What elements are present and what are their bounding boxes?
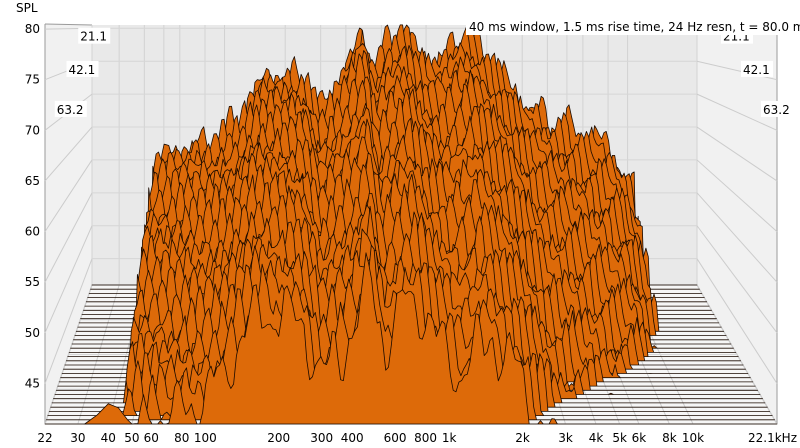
x-tick-label: 8k bbox=[662, 431, 677, 445]
time-label: 21.1 bbox=[80, 30, 107, 44]
right-wall bbox=[697, 24, 777, 424]
x-tick-label: 300 bbox=[310, 431, 333, 445]
analysis-info-box: 40 ms window, 1.5 ms rise time, 24 Hz re… bbox=[466, 19, 800, 35]
waterfall-slices bbox=[44, 24, 778, 425]
right-wall-grid-line bbox=[696, 126, 778, 182]
left-wall-grid-line bbox=[44, 225, 93, 334]
y-tick-label: 55 bbox=[25, 275, 40, 289]
time-label: 63.2 bbox=[57, 103, 84, 117]
time-axis-labels: 21.1 21.142.1 42.163.2 63.2 bbox=[54, 27, 793, 117]
time-label: 42.1 bbox=[69, 63, 96, 77]
x-tick-label: 2k bbox=[515, 431, 530, 445]
time-label: 42.1 bbox=[743, 63, 770, 77]
time-label-box bbox=[78, 27, 111, 44]
right-wall-grid-line bbox=[696, 258, 778, 384]
x-tick-label: 80 bbox=[174, 431, 189, 445]
x-tick-label: 6k bbox=[632, 431, 647, 445]
time-label-box bbox=[66, 60, 99, 77]
x-tick-label: 3k bbox=[558, 431, 573, 445]
left-wall bbox=[45, 24, 92, 424]
x-tick-label: 5k bbox=[612, 431, 627, 445]
x-tick-label: 40 bbox=[101, 431, 116, 445]
right-wall-grid-line bbox=[696, 192, 778, 283]
y-tick-label: 70 bbox=[25, 123, 40, 137]
x-tick-label: 22.1kHz bbox=[748, 431, 797, 445]
x-tick-label: 100 bbox=[194, 431, 217, 445]
y-tick-label: 60 bbox=[25, 225, 40, 239]
right-wall-grid-line bbox=[696, 159, 778, 232]
x-tick-label: 22 bbox=[37, 431, 52, 445]
x-tick-label: 50 bbox=[124, 431, 139, 445]
time-label-box bbox=[761, 100, 793, 117]
time-label-box bbox=[741, 60, 773, 77]
frame-edge bbox=[44, 23, 93, 26]
x-tick-label: 200 bbox=[267, 431, 290, 445]
y-tick-label: 65 bbox=[25, 174, 40, 188]
time-label-box bbox=[54, 100, 87, 117]
x-tick-label: 400 bbox=[341, 431, 364, 445]
y-tick-label: 80 bbox=[25, 22, 40, 36]
y-tick-label: 75 bbox=[25, 73, 40, 87]
x-tick-label: 10k bbox=[682, 431, 704, 445]
front-slice bbox=[83, 403, 133, 425]
x-tick-label: 800 bbox=[414, 431, 437, 445]
left-wall-grid-line bbox=[44, 126, 93, 182]
x-tick-label: 600 bbox=[384, 431, 407, 445]
y-tick-label: 45 bbox=[25, 376, 40, 390]
x-tick-label: 4k bbox=[589, 431, 604, 445]
left-wall-grid-line bbox=[44, 192, 93, 283]
right-wall-grid-line bbox=[696, 93, 778, 131]
waterfall-slice bbox=[44, 252, 778, 425]
x-tick-label: 1k bbox=[442, 431, 457, 445]
y-tick-label: 50 bbox=[25, 326, 40, 340]
x-tick-label: 60 bbox=[144, 431, 159, 445]
time-label: 63.2 bbox=[763, 103, 790, 117]
left-wall-grid-line bbox=[44, 159, 93, 232]
x-axis-ticks: 22 30 40 50 60 80 100 200 300 400 600 800 1k 2k 3k 4k 5k… bbox=[37, 431, 797, 445]
right-wall-grid-line bbox=[696, 225, 778, 334]
left-wall-grid-line bbox=[44, 258, 93, 384]
x-tick-label: 30 bbox=[70, 431, 85, 445]
y-axis-label: SPL bbox=[16, 1, 38, 15]
y-axis-ticks: 45 50 55 60 65 70 75 80 bbox=[25, 22, 40, 390]
